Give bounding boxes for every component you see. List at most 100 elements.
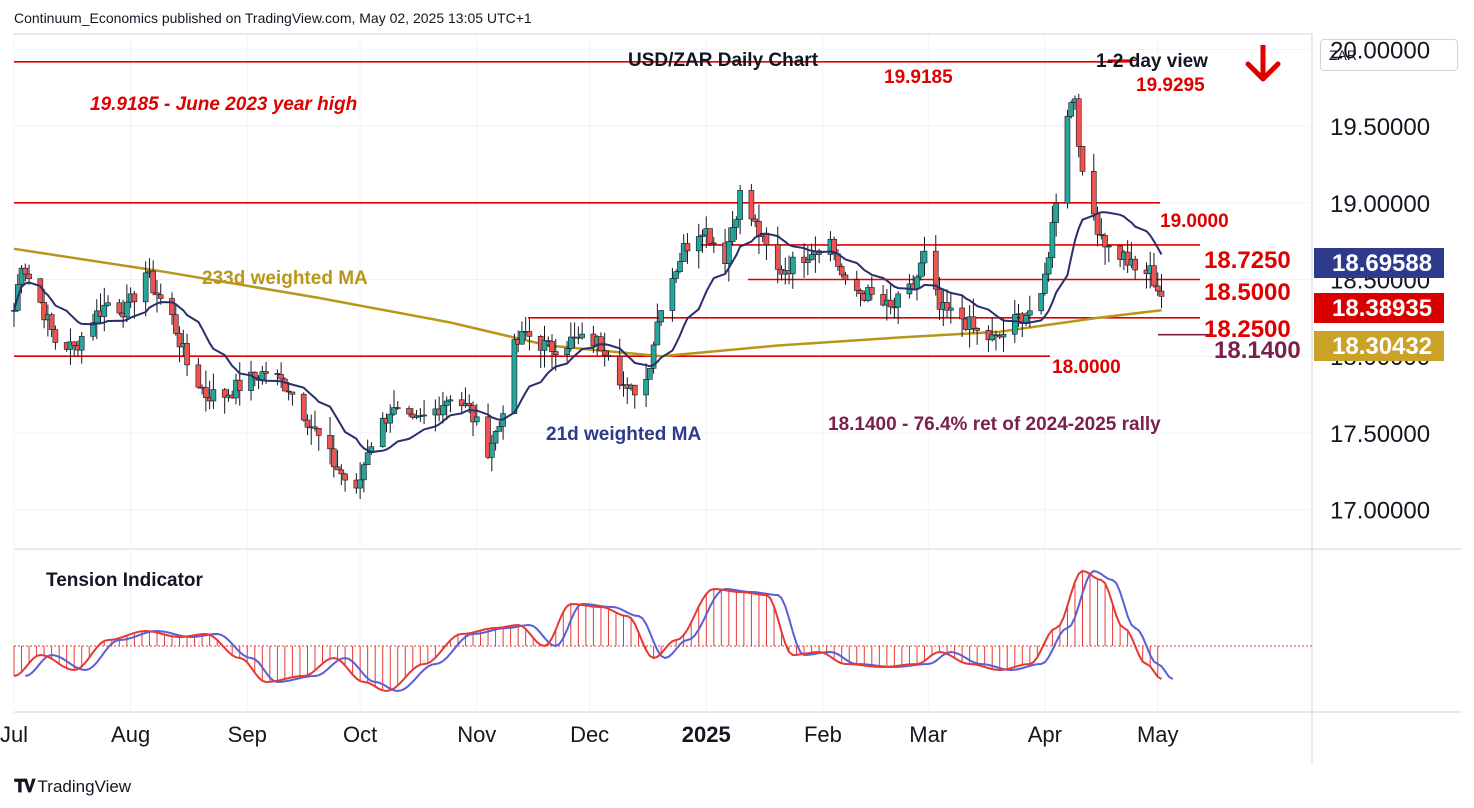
candle-body <box>248 371 254 391</box>
candle-body <box>680 243 687 262</box>
level-18250-label: 18.2500 <box>1204 316 1291 343</box>
candle-body <box>733 219 740 228</box>
candle-body <box>496 426 503 432</box>
candle-body <box>327 435 333 450</box>
candle-body <box>105 302 111 306</box>
candle-body <box>150 270 157 294</box>
candle-body <box>312 426 318 429</box>
month-tick-label: Dec <box>570 722 609 747</box>
last-price-text: 18.38935 <box>1332 295 1433 322</box>
candle-body <box>564 348 570 356</box>
level-18500-label: 18.5000 <box>1204 279 1291 306</box>
candle-body <box>673 271 679 279</box>
candle-body <box>154 292 160 296</box>
candle-body <box>410 413 416 418</box>
candle-body <box>993 334 999 337</box>
price-tick-label: 17.00000 <box>1330 498 1430 525</box>
ma21-label: 21d weighted MA <box>546 424 701 445</box>
candle-body <box>203 387 209 398</box>
candle-body <box>289 391 296 395</box>
month-tick-label: Aug <box>111 722 150 747</box>
candle-body <box>699 234 706 237</box>
candle-body <box>989 334 996 341</box>
candle-body <box>1158 290 1165 297</box>
candle-body <box>458 399 465 407</box>
ma21-price-label: 18.69588 <box>1314 248 1444 278</box>
month-tick-label: Oct <box>343 722 377 747</box>
candle-body <box>387 413 394 424</box>
candle-body <box>853 279 860 291</box>
month-tick-label: Nov <box>457 722 496 747</box>
candle-body <box>974 328 980 331</box>
candle-body <box>936 288 943 310</box>
candle-body <box>440 405 446 416</box>
candle-body <box>605 354 612 357</box>
candle-body <box>650 344 657 369</box>
recent-high-label: 19.9295 <box>1136 75 1205 96</box>
tradingview-logo[interactable]: 𝐓𝐕 TradingView <box>14 776 131 797</box>
candle-body <box>774 244 781 270</box>
ma233-line <box>13 247 1162 358</box>
candle-body <box>394 407 401 409</box>
candle-body <box>1132 258 1138 271</box>
candle-body <box>748 190 755 220</box>
candle-body <box>869 287 875 295</box>
candle-body <box>391 407 397 415</box>
candle-body <box>473 416 480 423</box>
month-tick-label: Sep <box>228 722 267 747</box>
candle-body <box>1053 202 1059 223</box>
level-18725-label: 18.7250 <box>1204 247 1291 274</box>
candle-body <box>406 408 412 415</box>
candle-body <box>658 310 664 323</box>
candle-body <box>677 261 683 272</box>
candle-body <box>300 393 307 421</box>
candle-body <box>541 340 548 351</box>
ma233-path <box>13 247 1162 358</box>
candle-body <box>101 304 108 317</box>
price-tick-label: 19.50000 <box>1330 114 1430 141</box>
tension-label: Tension Indicator <box>46 570 204 591</box>
candle-body <box>184 343 190 366</box>
time-axis: Jul Aug Sep Oct Nov Dec 2025 Feb Mar Apr May <box>0 722 1179 747</box>
last-price-label: 18.38935 <box>1314 293 1444 323</box>
candle-body <box>805 259 811 263</box>
candle-body <box>304 419 311 428</box>
candle-body <box>334 466 341 471</box>
candle-body <box>489 442 495 458</box>
candle-body <box>41 302 47 321</box>
month-tick-label: 2025 <box>682 722 731 747</box>
branding-text: TradingView <box>37 776 132 796</box>
candle-body <box>511 339 518 414</box>
candle-body <box>970 316 977 329</box>
candle-body <box>1049 222 1056 259</box>
candle-body <box>789 256 796 275</box>
candle-body <box>342 473 348 481</box>
candle-body <box>726 241 732 264</box>
candle-body <box>1000 333 1007 338</box>
month-tick-label: Apr <box>1028 722 1062 747</box>
symbol-box[interactable]: ZAR <box>1320 39 1458 71</box>
high-2023-value: 19.9185 <box>884 67 953 88</box>
candle-body <box>895 293 901 308</box>
candle-body <box>364 452 371 466</box>
candle-body <box>1106 245 1112 248</box>
ma233-price-label: 18.30432 <box>1314 331 1444 361</box>
candle-body <box>1027 310 1033 316</box>
candle-body <box>18 267 25 285</box>
candle-body <box>1042 273 1048 294</box>
candle-body <box>1068 102 1075 117</box>
candle-body <box>647 367 653 380</box>
candle-body <box>684 243 691 252</box>
candle-body <box>842 274 849 280</box>
candle-body <box>838 266 845 276</box>
ma21-path <box>13 211 1163 454</box>
ma233-price-text: 18.30432 <box>1332 333 1433 360</box>
candle-body <box>932 250 939 290</box>
candle-body <box>519 331 525 345</box>
candle-body <box>917 262 924 278</box>
candle-body <box>236 379 243 391</box>
tension-slow-line <box>25 569 1174 693</box>
candle-body <box>330 448 337 468</box>
candle-body <box>263 371 269 374</box>
